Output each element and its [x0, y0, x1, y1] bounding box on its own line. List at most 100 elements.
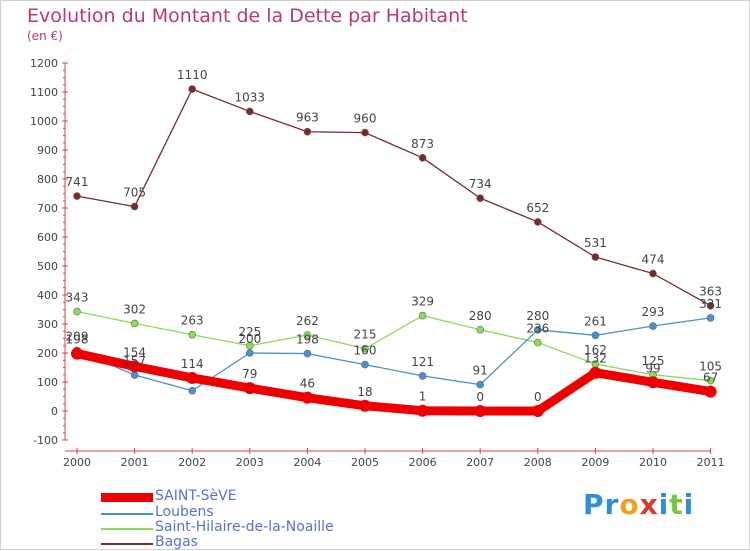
series-point-3 — [303, 127, 312, 136]
x-tick-label: 2002 — [178, 456, 206, 469]
legend-label-loubens: Loubens — [155, 504, 214, 520]
data-label: 705 — [123, 186, 146, 200]
series-point-3 — [591, 253, 600, 261]
data-label: 91 — [473, 364, 488, 378]
data-label: 363 — [699, 285, 722, 299]
data-label: 215 — [354, 328, 377, 342]
series-point-0 — [186, 371, 199, 384]
series-point-0 — [71, 347, 83, 360]
series-point-3 — [188, 85, 196, 93]
series-point-0 — [128, 360, 141, 373]
data-label: 1033 — [235, 90, 266, 104]
logo-letter: i — [683, 488, 695, 521]
data-label: 162 — [584, 343, 607, 357]
data-label: 18 — [357, 385, 372, 399]
data-label: 67 — [703, 371, 718, 385]
x-tick-label: 2008 — [524, 456, 552, 469]
y-tick-label: 300 — [37, 318, 58, 331]
x-tick-label: 2005 — [351, 456, 379, 469]
y-tick-label: 1100 — [30, 86, 58, 99]
x-tick-label: 2004 — [293, 456, 321, 469]
y-tick-label: 500 — [37, 260, 58, 273]
y-tick-label: 800 — [37, 173, 58, 186]
series-point-0 — [416, 404, 429, 417]
y-tick-label: 600 — [37, 231, 58, 244]
y-tick-label: 400 — [37, 289, 58, 302]
data-label: 261 — [584, 314, 607, 328]
logo-letter: o — [619, 488, 640, 521]
series-point-2 — [476, 325, 485, 334]
series-line-3 — [76, 88, 712, 307]
series-point-0 — [474, 405, 487, 417]
data-label: 263 — [181, 314, 204, 328]
series-point-0 — [531, 405, 544, 417]
data-label: 741 — [66, 175, 89, 189]
series-line-0 — [72, 349, 716, 416]
data-label: 121 — [411, 355, 434, 369]
data-label: 302 — [123, 302, 146, 316]
series-point-1 — [130, 371, 139, 379]
logo-letter: x — [639, 488, 659, 521]
data-label: 209 — [66, 329, 89, 343]
series-point-1 — [533, 325, 542, 334]
series-point-2 — [188, 330, 196, 339]
x-tick-label: 2007 — [466, 456, 494, 469]
series-point-1 — [649, 322, 657, 330]
data-label: 293 — [642, 305, 665, 319]
data-label: 99 — [645, 361, 660, 375]
y-tick-label: 100 — [37, 376, 58, 389]
x-tick-label: 2010 — [639, 456, 667, 469]
series-point-0 — [243, 382, 256, 395]
data-label: 321 — [699, 297, 722, 311]
data-label: 1 — [419, 390, 427, 404]
x-tick-label: 2001 — [121, 456, 149, 469]
x-tick-label: 2006 — [409, 456, 437, 469]
data-label: 262 — [296, 314, 319, 328]
series-line-2 — [76, 310, 712, 382]
y-tick-label: -100 — [33, 434, 58, 447]
legend-label-bagas: Bagas — [155, 534, 198, 550]
series-point-1 — [706, 314, 715, 322]
series-point-1 — [476, 380, 485, 389]
y-tick-label: 1000 — [30, 115, 58, 128]
series-point-3 — [130, 202, 139, 211]
series-point-3 — [476, 194, 485, 202]
x-tick-label: 2011 — [697, 456, 725, 469]
data-label: 236 — [526, 322, 549, 336]
legend-swatch-saint-seve — [101, 493, 153, 502]
data-label: 198 — [296, 333, 319, 347]
series-point-2 — [706, 376, 715, 385]
data-label: 280 — [469, 309, 492, 323]
data-label: 125 — [642, 354, 665, 368]
proxiti-logo: Proxiti — [583, 488, 694, 521]
y-tick-label: 200 — [37, 347, 58, 360]
data-label: 79 — [242, 367, 257, 381]
series-line-1 — [76, 317, 712, 392]
data-label: 198 — [66, 333, 89, 347]
y-tick-label: 700 — [37, 202, 58, 215]
data-label: 0 — [534, 390, 542, 404]
chart-title: Evolution du Montant de la Dette par Hab… — [27, 5, 468, 27]
data-label: 963 — [296, 111, 319, 125]
data-label: 343 — [66, 291, 89, 305]
x-tick-label: 2003 — [236, 456, 264, 469]
y-tick-label: 0 — [51, 405, 58, 418]
series-point-0 — [359, 399, 371, 412]
series-point-3 — [361, 128, 369, 137]
series-point-2 — [130, 319, 139, 328]
data-label: 960 — [354, 112, 377, 126]
x-tick-label: 2009 — [581, 456, 609, 469]
series-point-1 — [361, 360, 369, 369]
logo-letter: r — [604, 488, 620, 521]
logo-letter: i — [658, 488, 670, 521]
y-tick-label: 900 — [37, 144, 58, 157]
series-point-0 — [704, 385, 717, 398]
y-tick-label: 1200 — [30, 57, 58, 70]
series-point-3 — [73, 192, 81, 200]
data-label: 329 — [411, 295, 434, 309]
data-label: 873 — [411, 137, 434, 151]
series-point-0 — [301, 391, 314, 404]
data-label: 474 — [642, 253, 665, 267]
